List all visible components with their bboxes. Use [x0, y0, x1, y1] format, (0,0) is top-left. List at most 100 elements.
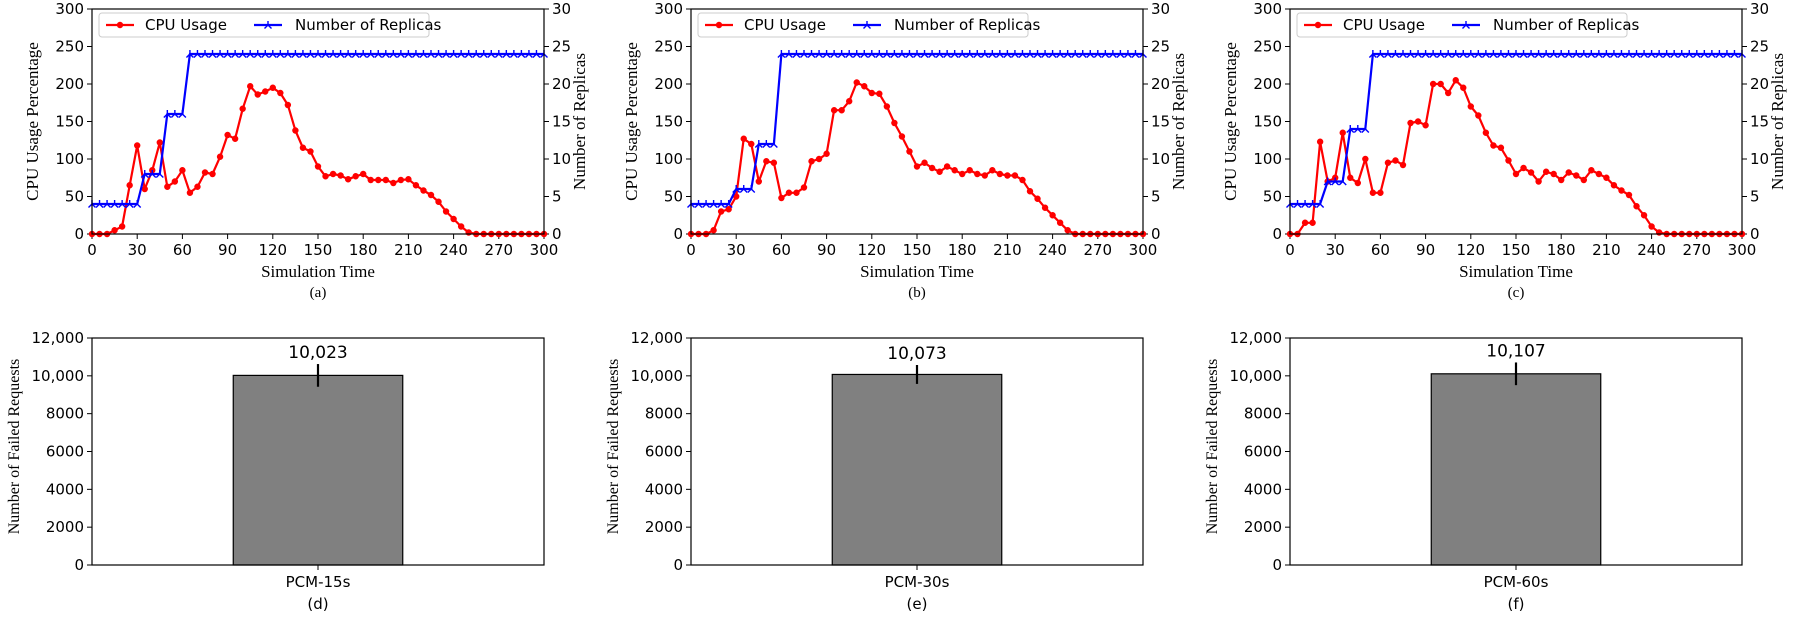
y-tick-label: 300: [55, 0, 84, 18]
replica-marker: [800, 50, 808, 58]
plot-frame: [690, 337, 1144, 566]
cpu-marker: [1558, 176, 1565, 184]
cpu-marker: [1535, 178, 1542, 185]
replica-marker: [306, 50, 315, 58]
x-tick-label: PCM-30s: [885, 573, 950, 591]
bar-chart-3: 0 2000 4000 6000 8000 10,000 12,000 10,107 PCM-6…: [1204, 329, 1743, 613]
cpu-marker: [1452, 77, 1459, 84]
replica-marker: [1063, 50, 1072, 58]
replica-marker: [958, 50, 967, 58]
y2-tick-label: 25: [1151, 38, 1170, 56]
replica-marker: [1594, 50, 1603, 58]
y2-axis-title: Number of Replicas: [570, 53, 589, 190]
bar: [232, 374, 404, 566]
replica-marker: [1579, 50, 1588, 58]
replica-marker: [336, 50, 345, 58]
cpu-marker: [815, 155, 823, 163]
replica-marker: [1429, 50, 1438, 58]
cpu-marker: [269, 84, 276, 91]
y-tick-label: 150: [55, 113, 84, 131]
x-tick-label: 60: [173, 241, 192, 259]
y-tick-label: 6000: [46, 443, 84, 461]
legend-label-cpu: CPU Usage: [744, 16, 826, 34]
cpu-marker: [710, 227, 717, 234]
y2-tick-label: 15: [552, 113, 571, 131]
y-tick-label: 0: [74, 556, 84, 574]
replica-marker: [1316, 200, 1325, 208]
replica-marker: [442, 50, 451, 58]
replica-marker: [1692, 50, 1701, 58]
y-tick-label: 4000: [645, 480, 683, 498]
replica-marker: [133, 200, 142, 208]
cpu-marker: [928, 164, 936, 172]
replica-marker: [1026, 50, 1034, 58]
replica-marker: [882, 50, 891, 58]
replica-marker: [1542, 50, 1551, 58]
replica-marker: [1086, 50, 1095, 58]
cpu-marker: [224, 131, 231, 139]
cpu-marker: [1520, 164, 1527, 172]
cpu-marker: [164, 183, 171, 190]
replica-marker: [178, 110, 187, 118]
y2-tick-label: 5: [1750, 188, 1760, 206]
cpu-marker: [141, 185, 148, 193]
replica-marker: [208, 50, 217, 58]
replica-marker: [479, 50, 488, 58]
replica-marker: [1003, 50, 1012, 58]
replica-marker: [875, 50, 884, 58]
cpu-marker: [830, 107, 838, 114]
replica-marker: [246, 50, 255, 58]
y-tick-label: 12,000: [32, 329, 85, 347]
y2-tick-label: 30: [1750, 0, 1769, 18]
line-chart-2: 0 30 60 90 120 150 180 210 240 270 300050100150200…: [622, 0, 1188, 301]
cpu-marker: [1655, 229, 1663, 236]
cpu-marker: [1056, 219, 1064, 226]
y2-tick-label: 0: [1750, 225, 1760, 243]
bar-value-label: 10,107: [1486, 341, 1545, 361]
y-axis-title: Number of Failed Requests: [6, 359, 23, 535]
replica-marker: [1602, 50, 1611, 58]
replica-marker: [321, 50, 330, 58]
y-tick-label: 250: [55, 38, 84, 56]
cpu-marker: [360, 170, 367, 178]
cpu-marker: [1422, 122, 1429, 129]
cpu-marker: [171, 178, 179, 185]
legend: CPU Usage Number of Replicas: [98, 12, 442, 38]
cpu-marker: [1011, 172, 1019, 179]
legend-label-replicas: Number of Replicas: [894, 16, 1041, 34]
y2-tick-label: 15: [1750, 113, 1769, 131]
replica-marker: [1625, 50, 1633, 58]
cpu-marker: [778, 194, 785, 202]
replica-marker: [995, 50, 1004, 58]
y-tick-label: 6000: [645, 443, 683, 461]
cpu-marker: [1339, 129, 1346, 136]
replica-marker: [980, 50, 989, 58]
legend-marker-cpu: [715, 21, 723, 29]
replica-marker: [1093, 50, 1102, 58]
plot-frame: [1289, 337, 1743, 566]
cpu-marker: [179, 167, 186, 174]
replica-marker: [988, 50, 997, 58]
cpu-marker: [427, 191, 435, 199]
x-axis-title: Simulation Time: [261, 262, 375, 281]
replica-marker: [1123, 50, 1132, 58]
replica-marker: [1677, 50, 1686, 58]
replica-marker: [724, 200, 733, 208]
y-tick-label: 0: [1272, 225, 1282, 243]
y-tick-label: 0: [673, 225, 683, 243]
replica-marker: [464, 50, 473, 58]
x-tick-label: 0: [1285, 241, 1295, 259]
replica-marker: [950, 50, 959, 58]
replica-marker: [1353, 125, 1362, 133]
x-tick-label: 150: [304, 241, 333, 259]
cpu-marker: [420, 187, 427, 194]
y2-tick-label: 20: [1151, 75, 1170, 93]
cpu-marker: [126, 182, 133, 189]
bar-value-label: 10,073: [887, 344, 946, 364]
x-tick-label: 240: [1637, 241, 1666, 259]
cpu-marker: [337, 172, 344, 179]
replica-marker: [1131, 50, 1140, 58]
bar: [831, 373, 1003, 566]
cpu-marker: [442, 208, 450, 215]
y-tick-label: 150: [1253, 113, 1282, 131]
